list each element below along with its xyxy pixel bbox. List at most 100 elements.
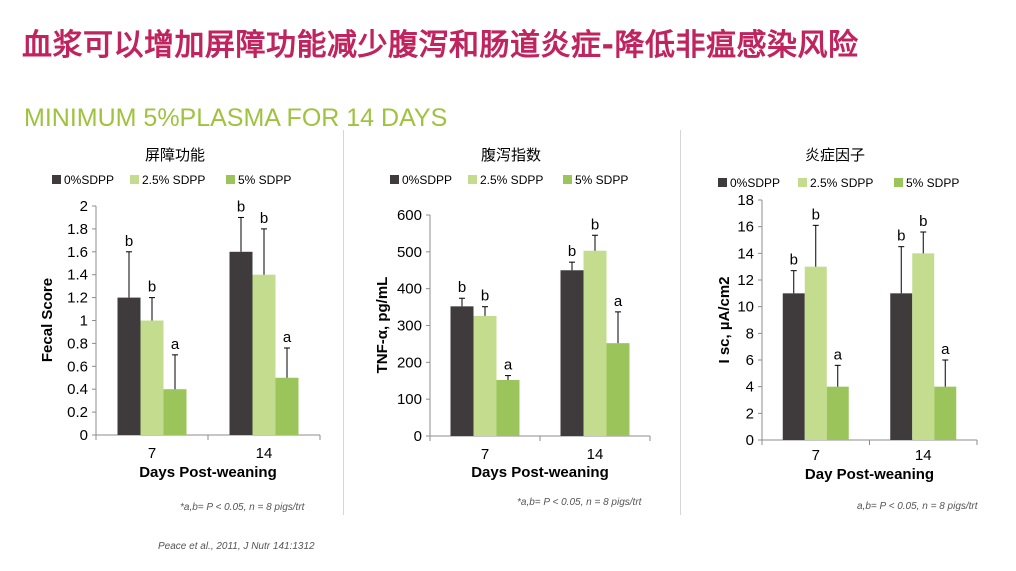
significance-label: a: [283, 329, 292, 346]
y-tick-label: 12: [737, 272, 754, 289]
x-axis-title: Day Post-weaning: [805, 466, 934, 483]
legend-label: 5% SDPP: [906, 176, 959, 190]
y-tick-label: 8: [746, 325, 754, 342]
y-tick-label: 2: [746, 405, 754, 422]
x-axis-title: Days Post-weaning: [471, 464, 609, 481]
significance-label: b: [897, 228, 905, 245]
y-axis-title: Fecal Score: [39, 278, 56, 362]
panel-divider: [343, 130, 344, 515]
significance-label: b: [919, 213, 927, 230]
y-tick-label: 0: [80, 427, 88, 444]
y-tick-label: 0.4: [67, 381, 88, 398]
bar: [140, 320, 164, 435]
y-tick-label: 0.8: [67, 335, 88, 352]
y-tick-label: 4: [746, 379, 754, 396]
significance-label: b: [568, 243, 576, 260]
significance-note: a,b= P < 0.05, n = 8 pigs/trt: [857, 501, 978, 512]
y-tick-label: 0: [746, 432, 754, 449]
chart-title: 炎症因子: [805, 146, 865, 164]
y-tick-label: 500: [397, 244, 422, 261]
significance-label: b: [458, 279, 466, 296]
bar: [163, 389, 187, 435]
legend-label: 0%SDPP: [730, 176, 780, 190]
legend-swatch: [130, 175, 139, 184]
bar: [117, 297, 141, 435]
bar: [934, 386, 957, 440]
page-subtitle: MINIMUM 5%PLASMA FOR 14 DAYS: [24, 104, 448, 132]
legend-swatch: [390, 175, 399, 184]
chart-title: 腹泻指数: [481, 146, 541, 164]
significance-label: b: [481, 288, 489, 305]
bar: [275, 377, 299, 435]
bar: [804, 266, 827, 440]
y-tick-label: 6: [746, 352, 754, 369]
x-tick-label: 14: [587, 446, 604, 463]
significance-label: b: [148, 279, 156, 296]
y-tick-label: 2: [80, 198, 88, 215]
citation: Peace et al., 2011, J Nutr 141:1312: [158, 541, 315, 552]
legend-label: 5% SDPP: [575, 173, 628, 187]
legend-swatch: [468, 175, 477, 184]
legend-swatch: [226, 175, 235, 184]
bar: [560, 270, 584, 436]
bar: [450, 306, 474, 436]
bar: [782, 293, 805, 440]
legend-label: 2.5% SDPP: [480, 173, 543, 187]
y-axis-title: I sc, µA/cm2: [716, 276, 733, 363]
y-tick-label: 0.2: [67, 404, 88, 421]
legend-label: 5% SDPP: [238, 173, 291, 187]
bar: [912, 253, 935, 440]
legend-swatch: [798, 178, 807, 187]
bar: [826, 386, 849, 440]
bar: [473, 315, 497, 436]
significance-label: b: [237, 198, 245, 215]
significance-label: a: [504, 357, 513, 374]
y-tick-label: 1.6: [67, 244, 88, 261]
bar: [606, 343, 630, 436]
y-tick-label: 400: [397, 281, 422, 298]
y-tick-label: 1.8: [67, 221, 88, 238]
y-tick-label: 300: [397, 318, 422, 335]
x-tick-label: 14: [256, 445, 273, 462]
x-tick-label: 7: [812, 447, 820, 464]
y-tick-label: 16: [737, 219, 754, 236]
x-axis-title: Days Post-weaning: [139, 464, 277, 481]
y-tick-label: 1.2: [67, 290, 88, 307]
significance-label: a: [171, 336, 180, 353]
bar: [890, 293, 913, 440]
x-tick-label: 7: [481, 446, 489, 463]
panel-divider: [680, 130, 681, 515]
bar: [496, 380, 520, 436]
y-tick-label: 0: [414, 428, 422, 445]
legend-swatch: [894, 178, 903, 187]
significance-label: b: [812, 206, 820, 223]
y-tick-label: 0.6: [67, 358, 88, 375]
legend-label: 0%SDPP: [64, 173, 114, 187]
y-tick-label: 10: [737, 299, 754, 316]
bar: [229, 251, 253, 435]
legend-swatch: [52, 175, 61, 184]
significance-label: b: [125, 233, 133, 250]
y-axis-title: TNF-α, pg/mL: [374, 277, 391, 374]
y-tick-label: 600: [397, 207, 422, 224]
significance-note: *a,b= P < 0.05, n = 8 pigs/trt: [180, 502, 305, 513]
significance-note: *a,b= P < 0.05, n = 8 pigs/trt: [517, 497, 642, 508]
y-tick-label: 100: [397, 391, 422, 408]
significance-label: a: [941, 341, 950, 358]
significance-label: b: [790, 252, 798, 269]
y-tick-label: 18: [737, 192, 754, 209]
significance-label: a: [614, 293, 623, 310]
significance-label: b: [591, 216, 599, 233]
page-title: 血浆可以增加屏障功能减少腹泻和肠道炎症-降低非瘟感染风险: [22, 28, 859, 63]
y-tick-label: 1: [80, 313, 88, 330]
bar: [252, 274, 276, 435]
legend-label: 0%SDPP: [402, 173, 452, 187]
y-tick-label: 14: [737, 245, 754, 262]
y-tick-label: 1.4: [67, 267, 88, 284]
chart-title: 屏障功能: [145, 146, 205, 164]
legend-swatch: [718, 178, 727, 187]
x-tick-label: 7: [148, 445, 156, 462]
